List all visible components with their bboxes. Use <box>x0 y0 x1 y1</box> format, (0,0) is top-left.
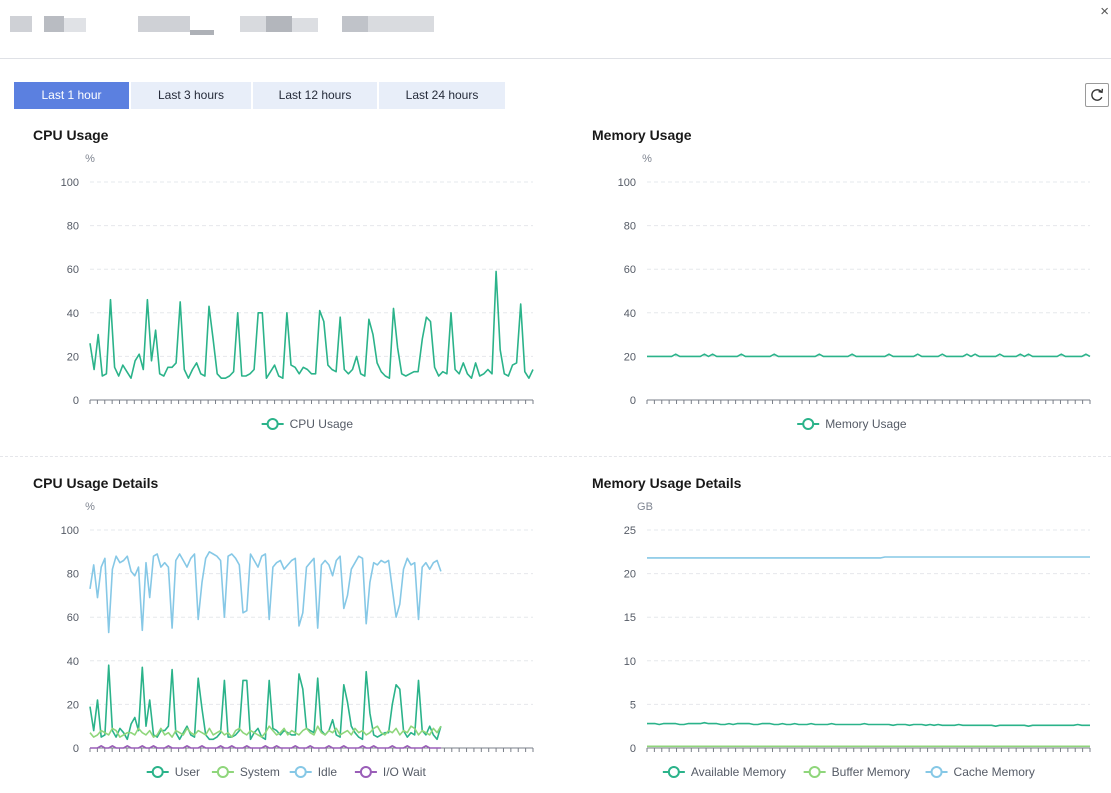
y-tick-label: 0 <box>630 743 636 755</box>
series-line-available-memory <box>647 721 1090 728</box>
legend-label: Idle <box>318 765 338 779</box>
y-tick-label: 100 <box>618 177 636 189</box>
legend-marker <box>151 766 164 778</box>
tab-last-3-hours[interactable]: Last 3 hours <box>131 82 251 109</box>
legend-label: I/O Wait <box>383 765 427 779</box>
y-tick-label: 0 <box>73 743 79 755</box>
redacted-title-block <box>138 16 190 32</box>
series-line-cache-memory <box>647 556 1090 559</box>
y-tick-label: 20 <box>67 351 79 363</box>
legend-label: Available Memory <box>691 765 786 779</box>
legend-marker <box>294 766 307 778</box>
tab-last-24-hours[interactable]: Last 24 hours <box>379 82 505 109</box>
y-tick-label: 60 <box>624 264 636 276</box>
y-tick-label: 80 <box>67 569 79 581</box>
redacted-title-block <box>10 16 32 32</box>
refresh-button[interactable] <box>1085 83 1109 107</box>
y-tick-label: 0 <box>73 395 79 407</box>
tab-last-12-hours[interactable]: Last 12 hours <box>253 82 377 109</box>
dialog-header: × <box>0 0 1111 59</box>
y-tick-label: 80 <box>67 221 79 233</box>
memory-usage-details-title: Memory Usage Details <box>592 475 742 491</box>
y-tick-label: 10 <box>624 656 636 668</box>
series-line-user <box>89 664 442 741</box>
y-tick-label: 100 <box>61 525 79 537</box>
legend-marker <box>808 766 821 778</box>
legend-label: User <box>175 765 200 779</box>
legend-marker <box>266 418 279 430</box>
y-tick-label: 0 <box>630 395 636 407</box>
y-tick-label: 20 <box>624 351 636 363</box>
series-line-cpu-usage <box>89 270 534 380</box>
tab-last-1-hour[interactable]: Last 1 hour <box>14 82 129 109</box>
y-tick-label: 15 <box>624 612 636 624</box>
row-divider <box>0 456 1111 457</box>
legend-label: Cache Memory <box>954 765 1035 779</box>
refresh-icon <box>1091 88 1104 101</box>
legend-marker <box>802 418 815 430</box>
y-tick-label: 80 <box>624 221 636 233</box>
redacted-title-block <box>190 30 214 35</box>
y-tick-label: 40 <box>624 308 636 320</box>
y-tick-label: 5 <box>630 699 636 711</box>
y-tick-label: 40 <box>67 656 79 668</box>
y-tick-label: 60 <box>67 612 79 624</box>
y-axis-unit-label: % <box>85 153 95 165</box>
y-tick-label: 100 <box>61 177 79 189</box>
y-tick-label: 60 <box>67 264 79 276</box>
redacted-title-block <box>292 18 318 32</box>
redacted-title-block <box>342 16 368 32</box>
legend-marker <box>930 766 943 778</box>
time-range-tabs: Last 1 hour Last 3 hours Last 12 hours L… <box>14 82 507 109</box>
y-tick-label: 20 <box>624 569 636 581</box>
series-line-idle <box>89 550 442 634</box>
series-line-system <box>89 725 442 738</box>
redacted-title-block <box>240 16 266 32</box>
y-axis-unit-label: % <box>85 501 95 513</box>
series-line-memory-usage <box>647 353 1091 358</box>
legend-label: System <box>240 765 280 779</box>
cpu-usage-details-title: CPU Usage Details <box>33 475 159 491</box>
legend-label: CPU Usage <box>290 417 354 431</box>
y-axis-unit-label: GB <box>637 501 653 513</box>
cpu-usage-title: CPU Usage <box>33 127 109 143</box>
legend-marker <box>359 766 372 778</box>
legend-marker <box>667 766 680 778</box>
series-line-i-o-wait <box>90 744 441 749</box>
y-tick-label: 40 <box>67 308 79 320</box>
y-tick-label: 20 <box>67 699 79 711</box>
redacted-title-block <box>368 16 434 32</box>
legend-label: Memory Usage <box>825 417 907 431</box>
redacted-title-block <box>266 16 292 32</box>
memory-usage-title: Memory Usage <box>592 127 692 143</box>
close-icon[interactable]: × <box>1100 3 1109 20</box>
redacted-title-block <box>64 18 86 32</box>
legend-marker <box>216 766 229 778</box>
redacted-title-block <box>44 16 64 32</box>
y-tick-label: 25 <box>624 525 636 537</box>
y-axis-unit-label: % <box>642 153 652 165</box>
legend-label: Buffer Memory <box>832 765 910 779</box>
